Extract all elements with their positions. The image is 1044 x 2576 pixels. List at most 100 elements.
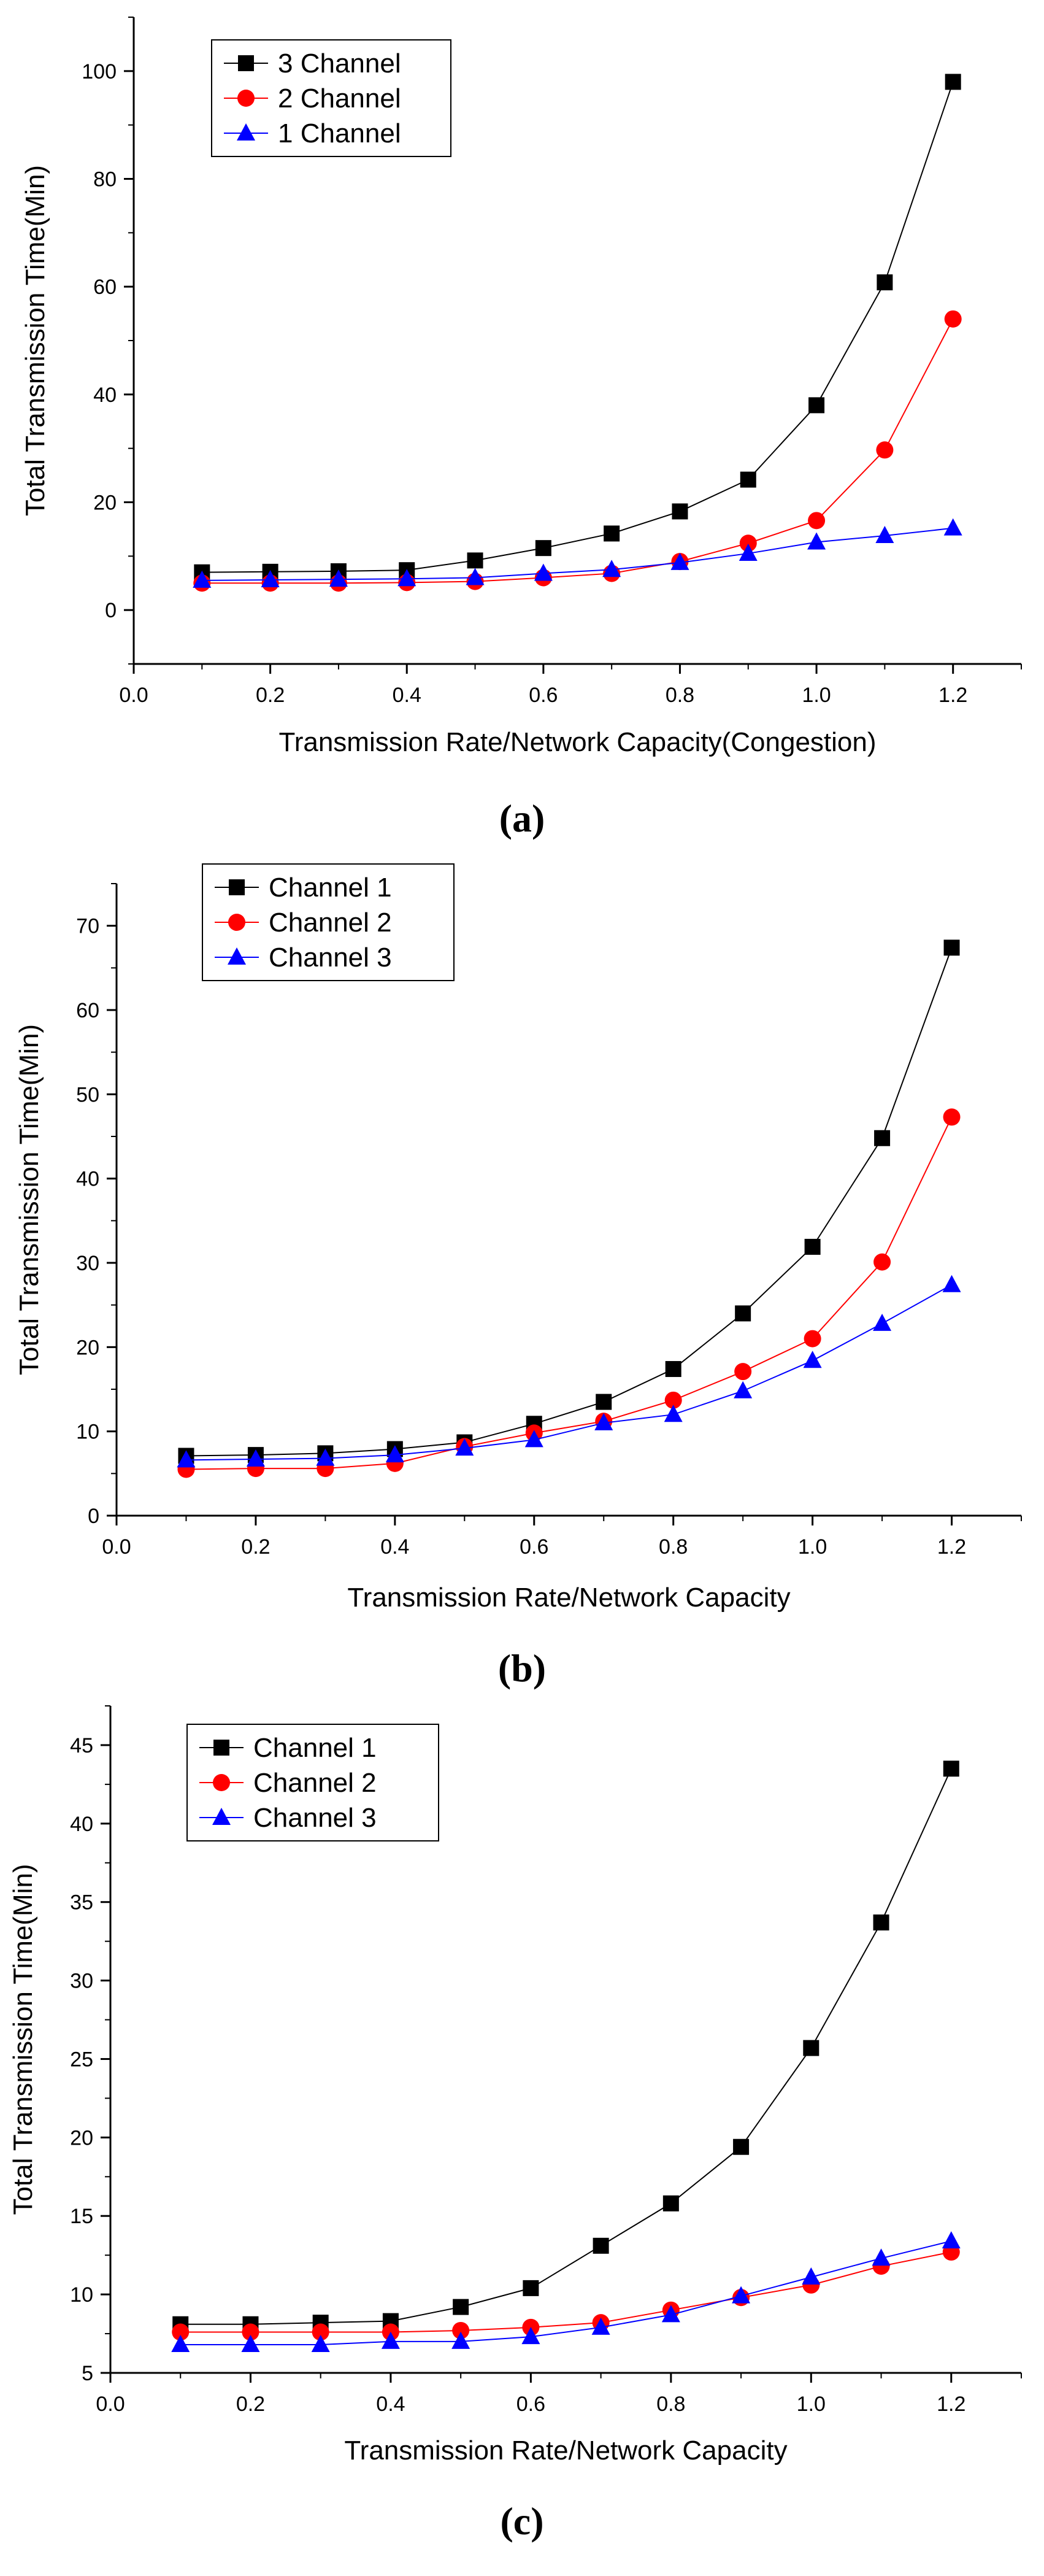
- data-point: [665, 1361, 681, 1378]
- data-point: [329, 569, 348, 587]
- data-point: [455, 1438, 474, 1456]
- x-tick-label: 1.0: [802, 684, 831, 707]
- data-point: [451, 2331, 470, 2349]
- data-point: [453, 2299, 469, 2315]
- data-point: [739, 534, 757, 552]
- x-tick-label: 0.8: [666, 684, 694, 707]
- data-point: [877, 274, 893, 291]
- data-point: [193, 570, 212, 588]
- data-point: [803, 1351, 822, 1368]
- chart-panel-a: 0.0 0.2 0.4 0.6 0.8 1.0 1.2 0 20 40 60 80 100 Transmi…: [20, 17, 1022, 840]
- y-tick-label: 40: [76, 1168, 99, 1191]
- data-point: [875, 525, 894, 543]
- x-tick-label: 1.2: [937, 2393, 965, 2416]
- series-line-1: [180, 1768, 952, 2325]
- series-line-1: [202, 82, 954, 573]
- y-tick-label: 15: [70, 2205, 93, 2228]
- series-line-2: [202, 318, 954, 584]
- data-point: [942, 2231, 961, 2249]
- legend-label: Channel 1: [269, 873, 392, 903]
- legend-label: 3 Channel: [278, 48, 401, 79]
- data-point: [734, 1381, 753, 1398]
- data-point: [594, 1413, 613, 1430]
- x-tick-label: 0.8: [656, 2393, 685, 2416]
- legend: 3 Channel 2 Channel 1 Channel: [211, 39, 451, 157]
- y-tick-label: 60: [76, 999, 99, 1022]
- y-tick-label: 100: [82, 60, 117, 83]
- y-tick-label: 30: [70, 1970, 93, 1993]
- data-point: [385, 1445, 404, 1463]
- y-tick-label: 40: [93, 384, 117, 407]
- series-line-2: [180, 2251, 951, 2333]
- data-point: [802, 2267, 821, 2285]
- data-point: [171, 2334, 190, 2352]
- y-tick-label: 20: [93, 492, 117, 515]
- y-tick-label: 25: [70, 2048, 93, 2071]
- data-point: [944, 310, 962, 328]
- data-point: [312, 2323, 329, 2341]
- x-tick-label: 1.2: [938, 684, 967, 707]
- legend: Channel 1 Channel 2 Channel 3: [186, 1724, 439, 1841]
- data-point: [872, 2248, 891, 2266]
- data-point: [602, 560, 621, 577]
- data-point: [943, 1760, 959, 1777]
- y-tick-label: 40: [70, 1813, 93, 1836]
- x-tick-label: 1.0: [797, 2393, 826, 2416]
- x-tick-label: 1.2: [937, 1535, 966, 1559]
- data-point: [876, 441, 894, 459]
- data-point: [942, 1275, 961, 1292]
- y-tick-label: 10: [70, 2283, 93, 2307]
- panel-label: (b): [498, 1646, 546, 1690]
- data-point: [521, 2327, 540, 2345]
- data-point: [534, 563, 553, 581]
- data-point: [177, 1450, 196, 1468]
- legend-label: Channel 3: [253, 1803, 377, 1833]
- x-tick-label: 0.4: [376, 2393, 405, 2416]
- x-axis-label: Transmission Rate/Network Capacity: [344, 2435, 787, 2466]
- data-point: [381, 2331, 400, 2349]
- series-line-3: [180, 2240, 952, 2345]
- data-point: [241, 2334, 260, 2352]
- data-point: [943, 518, 962, 536]
- data-point: [664, 1391, 682, 1409]
- data-point: [535, 540, 551, 557]
- y-tick-label: 70: [76, 915, 99, 938]
- data-point: [807, 532, 826, 550]
- data-point: [873, 1253, 891, 1271]
- series-line-1: [186, 947, 953, 1457]
- x-axis-label: Transmission Rate/Network Capacity(Conge…: [278, 727, 876, 757]
- data-point: [804, 1238, 821, 1255]
- x-tick-label: 0.0: [96, 2393, 125, 2416]
- data-point: [740, 471, 756, 488]
- data-point: [733, 2138, 750, 2155]
- data-point: [808, 397, 825, 414]
- y-axis-label: Total Transmission Time(Min): [20, 165, 50, 516]
- data-point: [874, 1130, 891, 1146]
- data-point: [808, 512, 826, 530]
- x-tick-label: 0.8: [659, 1535, 688, 1559]
- data-point: [672, 503, 688, 520]
- panel-label: (a): [499, 796, 545, 840]
- data-point: [873, 1914, 889, 1930]
- data-point: [943, 939, 960, 956]
- legend-label: Channel 2: [253, 1768, 377, 1798]
- y-tick-label: 20: [70, 2126, 93, 2150]
- x-axis-label: Transmission Rate/Network Capacity: [347, 1583, 790, 1613]
- x-tick-label: 0.2: [256, 684, 285, 707]
- data-point: [261, 569, 280, 587]
- data-point: [172, 2323, 190, 2341]
- x-tick-label: 0.0: [119, 684, 148, 707]
- data-point: [397, 569, 416, 587]
- data-point: [523, 2280, 539, 2296]
- data-point: [246, 1449, 265, 1467]
- data-point: [662, 2195, 679, 2212]
- data-point: [596, 1394, 612, 1410]
- x-tick-label: 0.2: [236, 2393, 265, 2416]
- data-point: [316, 1448, 335, 1466]
- y-tick-label: 20: [76, 1336, 99, 1359]
- y-tick-label: 45: [70, 1734, 93, 1757]
- y-tick-label: 30: [76, 1252, 99, 1275]
- series-line-3: [202, 527, 953, 581]
- y-axis-label: Total Transmission Time(Min): [14, 1024, 44, 1375]
